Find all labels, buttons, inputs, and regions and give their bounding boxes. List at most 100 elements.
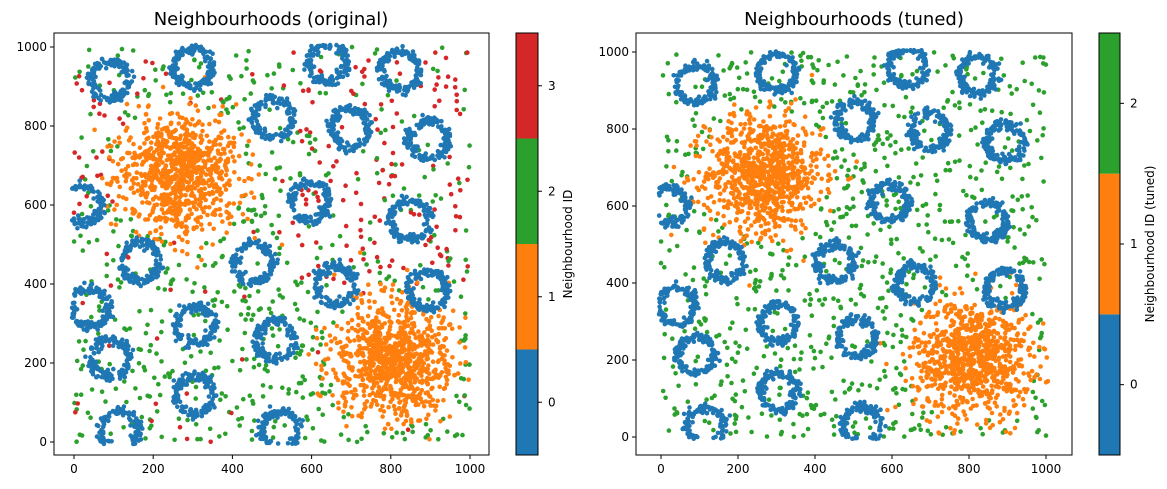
data-point [358, 250, 363, 255]
data-point [143, 330, 149, 336]
data-point [419, 399, 425, 405]
data-point [354, 170, 359, 176]
data-point [454, 107, 460, 113]
data-point [77, 178, 82, 183]
data-point [249, 177, 254, 182]
data-point [413, 402, 419, 408]
data-point [365, 313, 371, 319]
data-point [216, 159, 222, 164]
data-point [174, 328, 179, 334]
data-point [444, 381, 450, 387]
data-point [391, 356, 397, 362]
data-point [404, 130, 410, 136]
data-point [263, 96, 269, 101]
data-point [102, 320, 108, 326]
data-point [374, 254, 380, 260]
data-point [193, 306, 199, 311]
data-point [425, 305, 430, 311]
data-point [394, 111, 400, 116]
data-point [379, 373, 384, 378]
data-point [164, 210, 170, 215]
data-point [422, 174, 428, 180]
data-point [280, 385, 285, 391]
data-point [445, 429, 450, 434]
data-point [105, 208, 111, 213]
data-point [168, 287, 173, 293]
data-point [253, 239, 258, 245]
data-point [180, 115, 185, 121]
data-point [348, 353, 353, 359]
data-point [375, 259, 381, 264]
data-point [177, 195, 183, 200]
data-point [118, 156, 124, 162]
data-point [75, 226, 80, 231]
data-point [331, 276, 336, 282]
data-point [118, 280, 124, 285]
data-point [146, 242, 152, 248]
data-point [286, 346, 292, 352]
data-point [126, 138, 132, 143]
data-point [460, 432, 465, 438]
data-point [306, 352, 312, 357]
data-point [352, 287, 358, 293]
data-point [337, 257, 343, 263]
data-point [454, 98, 460, 104]
data-point [160, 84, 166, 90]
data-point [82, 280, 87, 286]
data-point [351, 265, 356, 270]
data-point [182, 360, 188, 366]
data-point [359, 368, 365, 373]
data-point [92, 218, 98, 224]
data-point [271, 424, 277, 430]
data-point [418, 342, 423, 347]
data-point [332, 272, 337, 278]
data-point [217, 142, 223, 147]
data-point [338, 45, 343, 51]
data-point [224, 303, 230, 309]
data-point [355, 305, 361, 311]
data-point [419, 373, 424, 379]
data-point [98, 205, 104, 210]
data-point [243, 285, 248, 291]
data-point [89, 320, 94, 325]
data-point [243, 151, 249, 157]
data-point [143, 112, 149, 117]
data-point [208, 439, 213, 445]
data-point [180, 152, 186, 158]
data-point [143, 179, 148, 185]
data-point [319, 300, 324, 306]
data-point [294, 350, 300, 356]
data-point [286, 391, 291, 396]
data-point [466, 377, 471, 383]
data-point [85, 327, 90, 333]
data-point [189, 141, 195, 146]
data-point [376, 364, 381, 370]
data-point [319, 43, 325, 49]
data-point [409, 321, 415, 327]
data-point [91, 98, 97, 103]
data-point [195, 82, 201, 88]
data-point [154, 336, 160, 341]
data-point [171, 141, 177, 147]
data-point [290, 67, 296, 73]
data-point [77, 69, 82, 75]
data-point [292, 301, 298, 307]
data-point [436, 437, 441, 442]
data-point [415, 280, 420, 285]
data-point [351, 146, 357, 152]
data-point [250, 78, 256, 83]
data-point [86, 64, 91, 69]
data-point [165, 201, 170, 206]
data-point [360, 81, 365, 87]
data-point [331, 164, 336, 169]
data-point [304, 53, 310, 58]
data-point [399, 193, 405, 199]
data-point [108, 431, 113, 437]
data-point [445, 161, 451, 166]
data-point [343, 151, 349, 156]
data-point [358, 346, 363, 351]
data-point [236, 282, 242, 288]
data-point [429, 303, 435, 309]
data-point [165, 266, 170, 271]
data-point [131, 211, 136, 216]
